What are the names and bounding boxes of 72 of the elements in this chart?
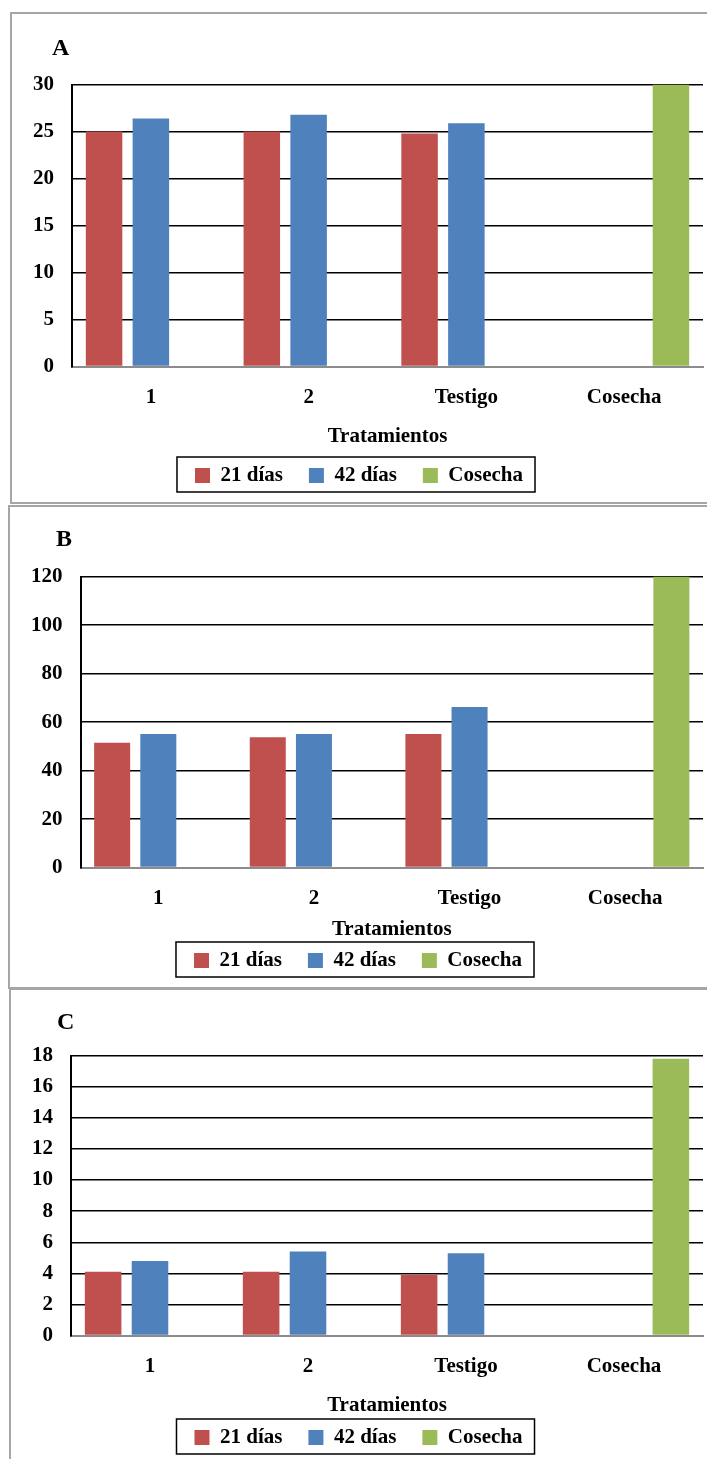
- bar: [401, 133, 438, 366]
- y-tick-label: 120: [31, 563, 63, 588]
- legend-label: 42 días: [334, 461, 397, 486]
- y-tick-label: 0: [52, 854, 63, 879]
- bar: [400, 1274, 438, 1335]
- bar: [290, 114, 327, 366]
- legend-label: 21 días: [220, 461, 283, 486]
- bar: [653, 576, 690, 867]
- y-tick-label: 18: [32, 1042, 53, 1067]
- bar: [652, 84, 690, 366]
- bar: [242, 1271, 280, 1335]
- y-tick-label: 0: [43, 353, 54, 378]
- y-tick-label: 80: [41, 660, 63, 685]
- bar: [85, 131, 123, 366]
- bar: [289, 1251, 327, 1335]
- bar: [132, 118, 170, 366]
- x-tick-label: 2: [302, 1352, 314, 1377]
- x-tick-label: 2: [308, 884, 320, 909]
- x-axis-title: Tratamientos: [327, 422, 448, 447]
- y-tick-label: 20: [41, 805, 63, 830]
- chart-title: A: [52, 34, 70, 60]
- x-axis-title: Tratamientos: [327, 1391, 447, 1416]
- bar: [243, 131, 281, 366]
- y-tick-label: 30: [33, 71, 54, 96]
- bar: [451, 707, 488, 867]
- y-tick-label: 10: [33, 259, 54, 284]
- y-tick-label: 6: [42, 1228, 53, 1253]
- x-tick-label: Cosecha: [586, 383, 662, 408]
- bar: [140, 733, 177, 867]
- y-tick-label: 2: [42, 1290, 53, 1315]
- bar: [447, 1253, 485, 1335]
- legend-label: 21 días: [219, 946, 282, 971]
- y-tick-label: 20: [33, 165, 54, 190]
- y-tick-label: 8: [42, 1197, 53, 1222]
- legend-label: 21 días: [219, 1423, 283, 1448]
- bar: [448, 123, 485, 366]
- bar: [94, 742, 131, 867]
- legend-label: Cosecha: [447, 946, 523, 971]
- y-tick-label: 4: [42, 1259, 54, 1284]
- y-tick-label: 16: [32, 1073, 53, 1098]
- x-tick-label: Testigo: [434, 383, 499, 408]
- y-tick-label: 15: [33, 212, 54, 237]
- y-tick-label: 12: [32, 1135, 53, 1160]
- y-tick-label: 14: [32, 1104, 54, 1129]
- x-tick-label: Testigo: [437, 884, 502, 909]
- y-tick-label: 0: [42, 1322, 53, 1347]
- chart-title: C: [57, 1008, 75, 1034]
- x-tick-label: 2: [303, 383, 314, 408]
- legend-label: 42 días: [333, 1423, 397, 1448]
- bar: [84, 1271, 122, 1335]
- y-tick-label: 60: [41, 708, 63, 733]
- chart-title: B: [56, 525, 73, 551]
- bar: [131, 1260, 169, 1335]
- y-tick-label: 100: [31, 611, 63, 636]
- x-tick-label: Cosecha: [587, 884, 664, 909]
- y-tick-label: 25: [33, 118, 54, 143]
- y-tick-label: 10: [32, 1166, 53, 1191]
- x-tick-label: Testigo: [434, 1352, 498, 1377]
- y-tick-label: 40: [41, 757, 63, 782]
- x-tick-label: 1: [153, 884, 164, 909]
- x-tick-label: 1: [144, 1352, 156, 1377]
- bar: [652, 1058, 690, 1335]
- legend-label: Cosecha: [447, 1423, 524, 1448]
- legend-label: Cosecha: [448, 461, 524, 486]
- x-tick-label: 1: [145, 383, 157, 408]
- x-tick-label: Cosecha: [586, 1352, 662, 1377]
- legend-label: 42 días: [333, 946, 396, 971]
- bar: [295, 733, 332, 867]
- y-tick-label: 5: [43, 306, 54, 331]
- x-axis-title: Tratamientos: [331, 915, 452, 940]
- bar: [249, 737, 286, 867]
- bar: [405, 733, 442, 867]
